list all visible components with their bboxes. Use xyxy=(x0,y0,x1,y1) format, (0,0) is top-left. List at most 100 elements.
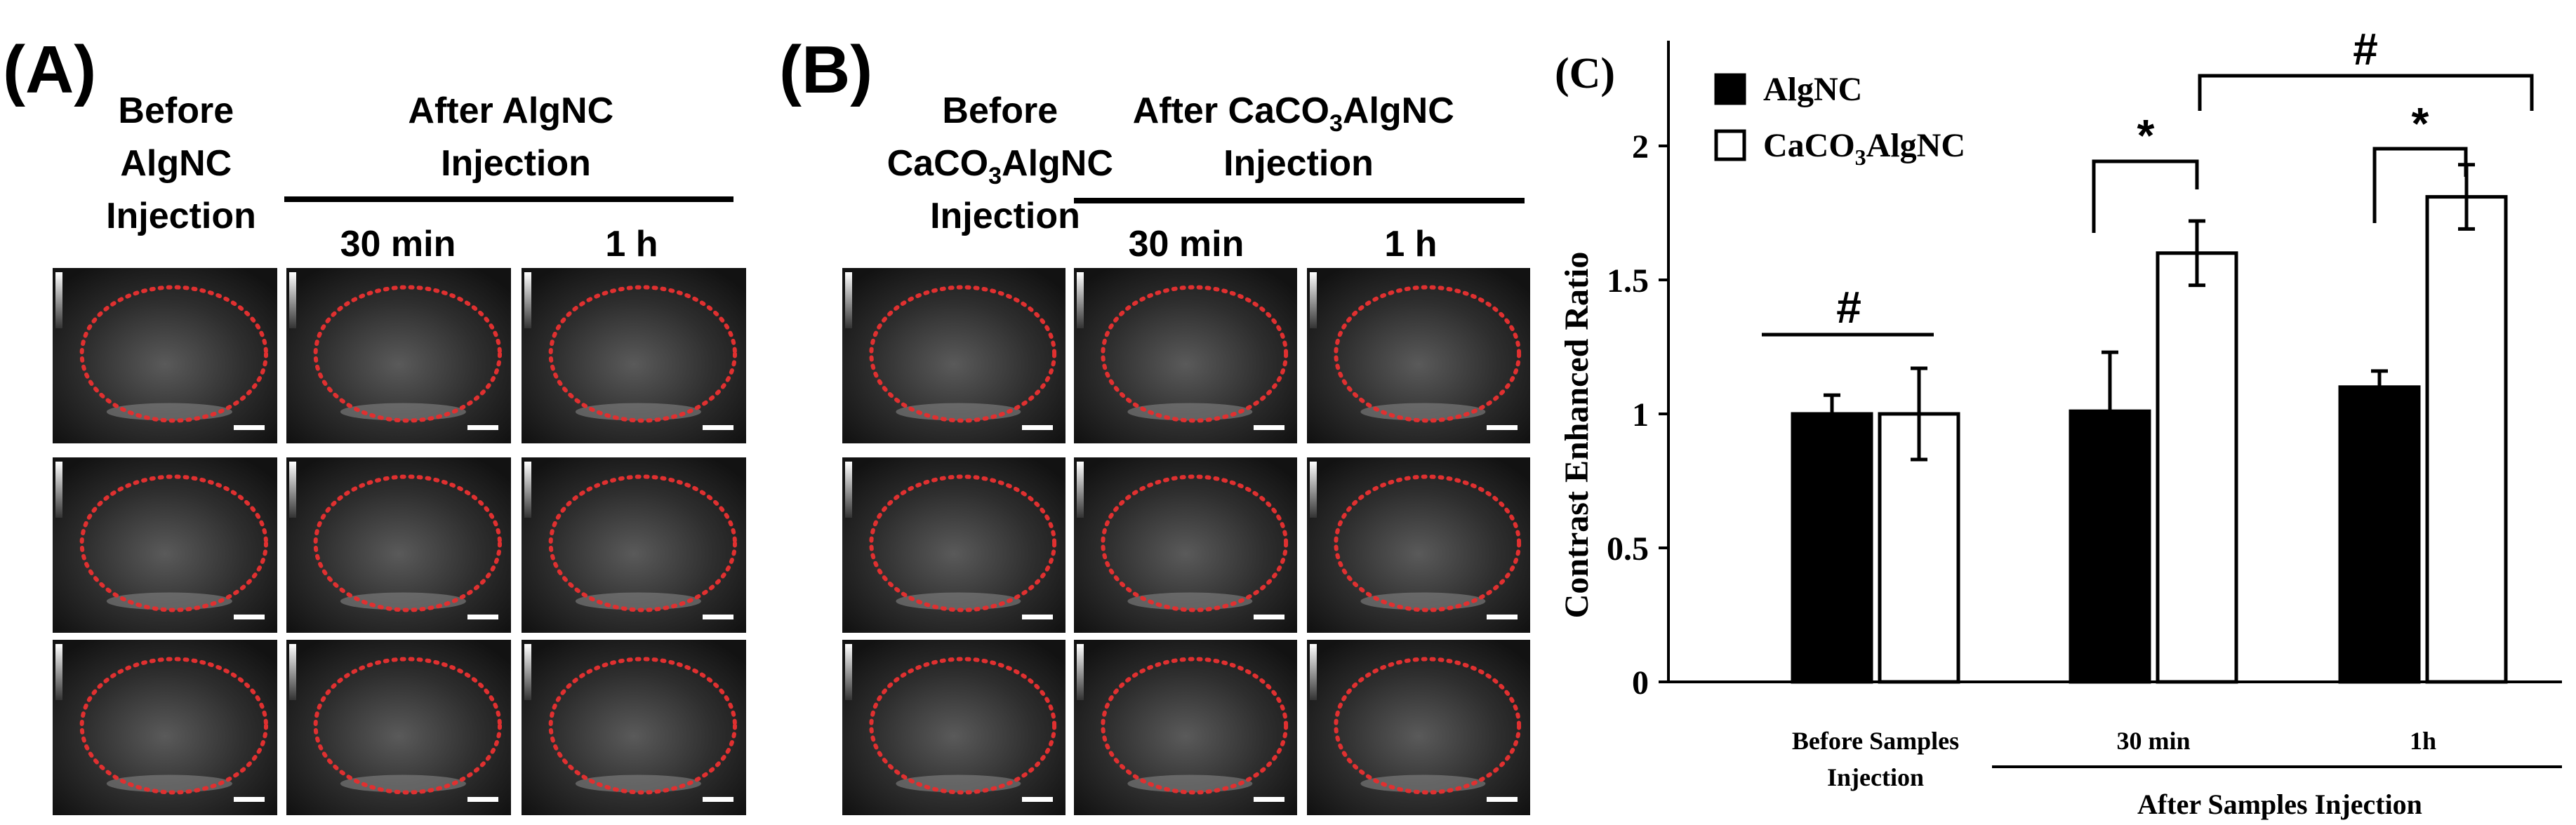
panel-b-scale-marker xyxy=(1487,425,1518,430)
panel-b-roi-outline xyxy=(1101,657,1289,795)
panel-b-scale-marker xyxy=(1254,425,1284,430)
panel-b-image-r1-c1 xyxy=(842,268,1065,443)
panel-b-image-r1-c2 xyxy=(1074,268,1297,443)
x-category-label-1h: 1h xyxy=(2410,727,2436,755)
panel-a-roi-outline xyxy=(313,285,502,423)
legend-swatch xyxy=(1714,129,1746,161)
panel-a-scale-marker xyxy=(467,425,498,430)
bar-caco3algnc xyxy=(2425,195,2508,684)
panel-a: (A) Before AlgNC Injection After AlgNC I… xyxy=(3,32,746,815)
panel-b-roi-outline xyxy=(1334,474,1522,612)
legend: AlgNC CaCO3AlgNC xyxy=(1714,71,1965,170)
panel-a-image-r2-c1 xyxy=(53,457,277,633)
panel-b-scale-marker xyxy=(1022,615,1053,619)
panel-a-time-30min: 30 min xyxy=(340,224,456,264)
panel-b-scale-marker xyxy=(1487,797,1518,802)
panel-a-image-grid xyxy=(53,268,746,815)
panel-c-letter: (C) xyxy=(1555,50,1615,98)
panel-b-time-1h: 1 h xyxy=(1384,224,1437,264)
panel-a-scale-marker xyxy=(703,425,733,430)
panel-b-roi-outline xyxy=(1101,285,1289,423)
significance-1h-star: * xyxy=(2372,98,2468,223)
significance-between-hash: # xyxy=(2198,24,2534,111)
panel-a-scale-marker xyxy=(234,797,265,802)
panel-a-scale-marker xyxy=(234,615,265,619)
y-tick-label: 2 xyxy=(1632,128,1649,166)
panel-a-roi-outline xyxy=(79,285,268,423)
panel-b-image-r2-c1 xyxy=(842,457,1065,633)
panel-b-scale-marker xyxy=(1022,797,1053,802)
panel-a-scale-marker xyxy=(703,797,733,802)
panel-b-letter: (B) xyxy=(779,32,872,107)
error-bar xyxy=(1824,393,1840,435)
panel-a-roi-outline xyxy=(79,474,268,612)
panel-a-image-r3-c2 xyxy=(286,640,511,815)
bar-algnc xyxy=(2338,385,2421,684)
panel-a-after-label: After AlgNC Injection xyxy=(408,90,623,184)
significance-before-hash-mark: # xyxy=(1836,282,1861,333)
panel-b-roi-outline xyxy=(869,474,1057,612)
panel-b-image-r2-c3 xyxy=(1307,457,1530,633)
panel-a-image-r3-c3 xyxy=(522,640,746,815)
bar-caco3algnc xyxy=(2156,251,2238,684)
x-category-label-before: Before Samples Injection xyxy=(1792,727,1959,791)
legend-swatch xyxy=(1714,73,1746,105)
y-tick-label: 0.5 xyxy=(1607,530,1649,568)
y-tick-label: 1.5 xyxy=(1607,262,1649,300)
error-bar xyxy=(1911,366,1927,462)
panel-a-image-r1-c3 xyxy=(522,268,746,443)
significance-between-hash-mark: # xyxy=(2353,24,2378,74)
panel-b-image-r3-c2 xyxy=(1074,640,1297,815)
panel-a-image-r1-c2 xyxy=(286,268,511,443)
panel-a-roi-outline xyxy=(313,474,502,612)
legend-label: AlgNC xyxy=(1763,71,1862,108)
panel-a-before-label: Before AlgNC Injection xyxy=(106,90,256,236)
bar-algnc xyxy=(1791,412,1873,684)
panel-b-after-underline xyxy=(1074,198,1525,203)
panel-a-time-1h: 1 h xyxy=(605,224,658,264)
panel-b-time-30min: 30 min xyxy=(1129,224,1244,264)
panel-a-scale-marker xyxy=(703,615,733,619)
error-bar xyxy=(2371,369,2388,405)
panel-b-scale-marker xyxy=(1022,425,1053,430)
panel-c: (C) 0 0.5 1 1.5 2 Contrast Enhanced Ratio Befo… xyxy=(1555,24,2562,820)
panel-b-image-r1-c3 xyxy=(1307,268,1530,443)
panel-b-scale-marker xyxy=(1254,797,1284,802)
panel-b-scale-marker xyxy=(1487,615,1518,619)
panel-b-roi-outline xyxy=(869,285,1057,423)
significance-30min-star-mark: * xyxy=(2137,110,2155,161)
panel-a-scale-marker xyxy=(467,615,498,619)
panel-a-roi-outline xyxy=(313,657,502,795)
panel-b-roi-outline xyxy=(1334,285,1522,423)
panel-a-image-r2-c2 xyxy=(286,457,511,633)
y-axis-label: Contrast Enhanced Ratio xyxy=(1558,252,1595,619)
significance-1h-star-mark: * xyxy=(2412,98,2429,149)
panel-a-roi-outline xyxy=(548,474,737,612)
error-bar xyxy=(2102,350,2118,472)
panel-b-roi-outline xyxy=(869,657,1057,795)
panel-b-image-r3-c1 xyxy=(842,640,1065,815)
panel-a-roi-outline xyxy=(548,285,737,423)
y-tick-label: 0 xyxy=(1632,664,1649,702)
panel-b-before-label: Before CaCO3AlgNC Injection xyxy=(887,90,1124,236)
legend-label: CaCO3AlgNC xyxy=(1763,127,1965,170)
panel-a-image-r2-c3 xyxy=(522,457,746,633)
panel-b: (B) Before CaCO3AlgNC Injection After Ca… xyxy=(779,32,1530,815)
panel-b-image-grid xyxy=(842,268,1530,815)
panel-b-after-label: After CaCO3AlgNC Injection xyxy=(1133,90,1465,184)
panel-a-scale-marker xyxy=(467,797,498,802)
panel-a-roi-outline xyxy=(548,657,737,795)
x-category-label-30min: 30 min xyxy=(2116,727,2190,755)
panel-b-image-r2-c2 xyxy=(1074,457,1297,633)
significance-30min-star: * xyxy=(2092,110,2199,233)
panel-a-roi-outline xyxy=(79,657,268,795)
panel-b-image-r3-c3 xyxy=(1307,640,1530,815)
panel-b-roi-outline xyxy=(1334,657,1522,795)
group-label: After Samples Injection xyxy=(2137,789,2422,820)
significance-before-hash: # xyxy=(1762,282,1934,337)
error-bar xyxy=(2189,219,2205,288)
panel-a-scale-marker xyxy=(234,425,265,430)
panel-a-image-r3-c1 xyxy=(53,640,277,815)
y-tick-label: 1 xyxy=(1632,396,1649,434)
